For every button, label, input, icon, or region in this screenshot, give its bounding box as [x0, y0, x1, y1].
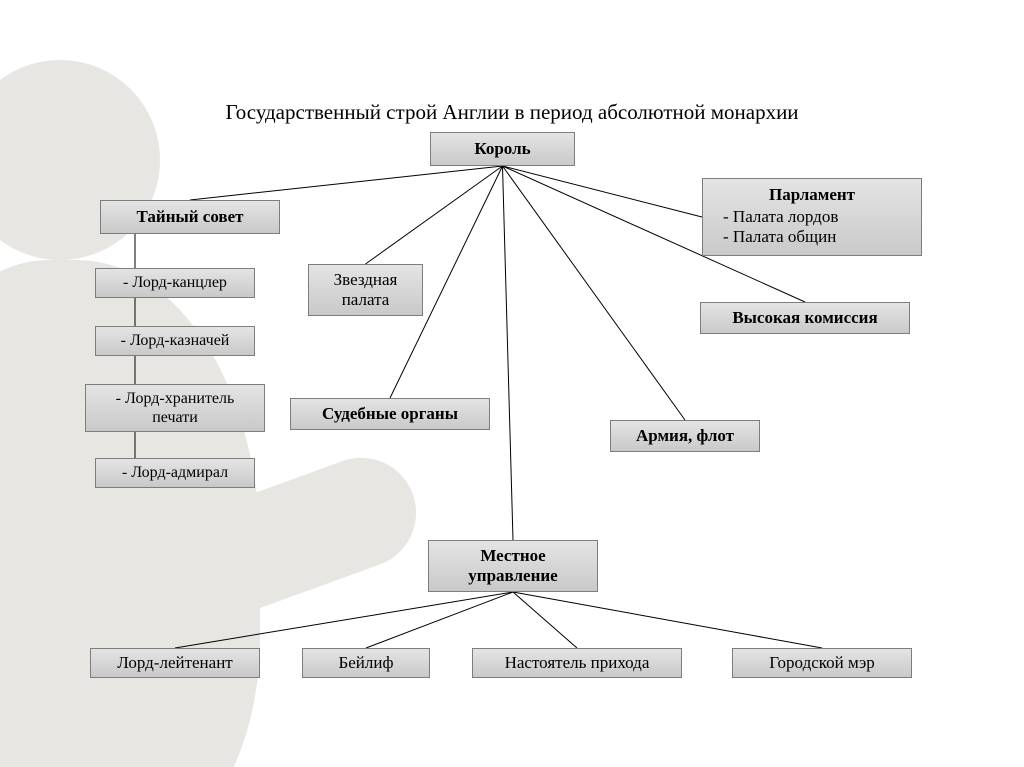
- node-lord-admiral: - Лорд-адмирал: [95, 458, 255, 488]
- node-star-chamber: Звездная палата: [308, 264, 423, 316]
- node-privy-council: Тайный совет: [100, 200, 280, 234]
- node-king: Король: [430, 132, 575, 166]
- node-lord-keeper: - Лорд-хранитель печати: [85, 384, 265, 432]
- parliament-title: Парламент: [713, 185, 911, 205]
- node-army: Армия, флот: [610, 420, 760, 452]
- node-high-commission: Высокая комиссия: [700, 302, 910, 334]
- node-parliament: Парламент - Палата лордов - Палата общин: [702, 178, 922, 256]
- diagram-title: Государственный строй Англии в период аб…: [0, 100, 1024, 125]
- node-bailiff: Бейлиф: [302, 648, 430, 678]
- node-parish-rector: Настоятель прихода: [472, 648, 682, 678]
- node-lord-lieutenant: Лорд-лейтенант: [90, 648, 260, 678]
- parliament-lords: - Палата лордов: [713, 207, 911, 227]
- node-lord-chancellor: - Лорд-канцлер: [95, 268, 255, 298]
- node-city-mayor: Городской мэр: [732, 648, 912, 678]
- node-lord-treasurer: - Лорд-казначей: [95, 326, 255, 356]
- node-courts: Судебные органы: [290, 398, 490, 430]
- parliament-commons: - Палата общин: [713, 227, 911, 247]
- node-local-government: Местное управление: [428, 540, 598, 592]
